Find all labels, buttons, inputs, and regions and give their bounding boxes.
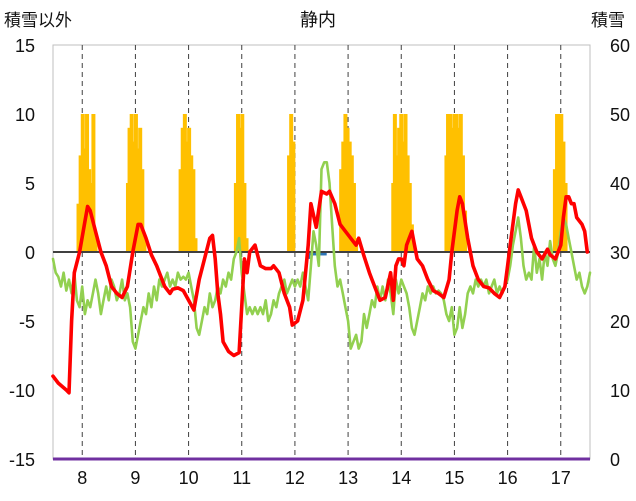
right-tick-label: 10 xyxy=(610,381,630,401)
snow-bar xyxy=(345,127,350,252)
blue-bar xyxy=(313,252,318,256)
snow-bar xyxy=(93,238,98,252)
left-tick-label: 5 xyxy=(25,174,35,194)
right-axis-label: 積雪 xyxy=(591,11,625,30)
snow-bar xyxy=(140,169,145,252)
snow-bar xyxy=(187,127,192,252)
snow-bar xyxy=(82,148,87,252)
snow-bar xyxy=(236,114,241,252)
snow-bar xyxy=(555,114,560,252)
snow-bar xyxy=(392,114,397,252)
snow-bar xyxy=(351,183,356,252)
snow-bar xyxy=(136,148,141,252)
right-axis-ticks: 0 10 20 30 40 50 60 xyxy=(610,36,630,470)
snow-bar xyxy=(191,169,196,252)
blue-bar xyxy=(319,252,324,256)
right-tick-label: 60 xyxy=(610,36,630,56)
x-axis-ticks: 8 9 10 11 12 13 14 15 16 17 xyxy=(77,468,571,488)
snow-bar xyxy=(189,155,194,252)
snow-bar xyxy=(131,141,136,252)
snow-bar xyxy=(193,238,198,252)
snow-bar xyxy=(448,114,453,252)
snow-depth-bars xyxy=(76,114,568,252)
snow-bar xyxy=(240,114,245,252)
snow-bar xyxy=(399,114,404,252)
snow-bar xyxy=(76,203,81,252)
blue-bar xyxy=(322,252,327,256)
red-line xyxy=(51,188,590,395)
snow-bar xyxy=(142,238,147,252)
snow-bar xyxy=(403,114,408,252)
snow-bar xyxy=(456,127,461,252)
snow-bar xyxy=(559,114,564,252)
snow-bar xyxy=(244,238,249,252)
left-tick-label: 10 xyxy=(15,105,35,125)
snow-bar xyxy=(341,141,346,252)
snow-bar xyxy=(287,155,292,252)
snow-bar xyxy=(178,169,183,252)
snow-bar xyxy=(401,141,406,252)
snow-bar xyxy=(78,155,83,252)
snow-bar xyxy=(561,141,566,252)
left-tick-label: -10 xyxy=(9,381,35,401)
snow-bar xyxy=(339,169,344,252)
snow-bar xyxy=(397,127,402,252)
green-line xyxy=(51,161,592,350)
snow-bar xyxy=(454,114,459,252)
snow-bar xyxy=(184,141,189,252)
snow-bar xyxy=(407,183,412,252)
snow-bar xyxy=(458,114,463,252)
line-series xyxy=(51,161,592,395)
snow-bar xyxy=(138,127,143,252)
chart-title: 静内 xyxy=(300,10,336,30)
right-tick-label: 0 xyxy=(610,450,620,470)
right-tick-label: 20 xyxy=(610,312,630,332)
x-tick-label: 17 xyxy=(551,468,571,488)
x-tick-label: 8 xyxy=(77,468,87,488)
left-axis-label: 積雪以外 xyxy=(4,11,72,30)
snow-bar xyxy=(452,114,457,252)
snow-bar xyxy=(129,114,134,252)
left-axis-ticks: -15 -10 -5 0 5 10 15 xyxy=(9,36,35,470)
snow-bar xyxy=(127,127,132,252)
snow-bar xyxy=(182,114,187,252)
snow-bar xyxy=(446,114,451,252)
left-tick-label: -15 xyxy=(9,450,35,470)
snow-bar xyxy=(347,141,352,252)
snow-bar xyxy=(85,114,90,252)
snow-bar xyxy=(80,114,85,252)
x-tick-label: 10 xyxy=(179,468,199,488)
snow-bar xyxy=(349,155,354,252)
snow-bar xyxy=(291,141,296,252)
right-tick-label: 40 xyxy=(610,174,630,194)
snow-bar xyxy=(133,114,138,252)
snow-bar xyxy=(289,114,294,252)
snow-bar xyxy=(557,114,562,252)
snow-bar xyxy=(552,169,557,252)
snow-bar xyxy=(343,114,348,252)
right-tick-label: 30 xyxy=(610,243,630,263)
left-tick-label: -5 xyxy=(19,312,35,332)
x-tick-label: 14 xyxy=(391,468,411,488)
snow-bar xyxy=(238,127,243,252)
snow-bar xyxy=(450,127,455,252)
right-tick-label: 50 xyxy=(610,105,630,125)
left-tick-label: 15 xyxy=(15,36,35,56)
snow-bar xyxy=(233,183,238,252)
snow-bar xyxy=(91,114,96,252)
x-tick-label: 13 xyxy=(338,468,358,488)
snow-bar xyxy=(180,127,185,252)
x-tick-label: 16 xyxy=(498,468,518,488)
snow-bar xyxy=(563,183,568,252)
x-tick-label: 12 xyxy=(285,468,305,488)
x-tick-label: 9 xyxy=(130,468,140,488)
x-tick-label: 15 xyxy=(444,468,464,488)
x-tick-label: 11 xyxy=(232,468,251,488)
left-tick-label: 0 xyxy=(25,243,35,263)
snow-bar xyxy=(394,155,399,252)
snow-bar xyxy=(405,155,410,252)
snow-bar xyxy=(242,183,247,252)
